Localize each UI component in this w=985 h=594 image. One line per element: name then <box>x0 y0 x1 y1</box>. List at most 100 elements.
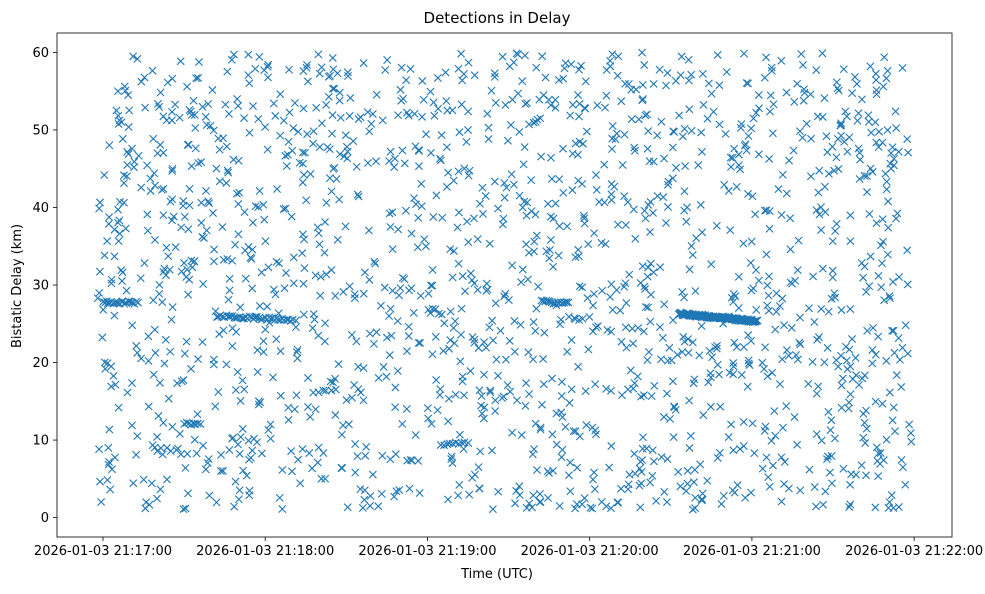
marker-stroke <box>887 491 896 500</box>
detection-point <box>229 50 238 59</box>
detection-point <box>584 345 593 354</box>
marker-stroke <box>758 358 767 367</box>
marker-stroke <box>529 118 538 127</box>
detection-point <box>366 501 375 510</box>
marker-stroke <box>812 502 820 511</box>
marker-stroke <box>563 347 572 356</box>
detection-point <box>457 100 466 109</box>
detection-point <box>888 143 897 152</box>
marker-stroke <box>458 377 467 386</box>
detection-point <box>764 306 773 315</box>
detection-point <box>739 343 748 352</box>
detection-point <box>884 223 893 232</box>
detection-point <box>443 495 452 504</box>
detection-point <box>478 409 487 418</box>
detection-point <box>155 378 164 387</box>
detection-point <box>537 400 546 409</box>
marker-stroke <box>184 225 193 234</box>
marker-stroke <box>699 100 708 109</box>
marker-stroke <box>141 103 150 112</box>
marker-stroke <box>687 70 696 79</box>
marker-stroke <box>168 303 177 312</box>
detection-point <box>199 441 208 450</box>
detection-point <box>372 90 381 99</box>
marker-stroke <box>841 107 850 116</box>
detection-point <box>623 198 632 207</box>
marker-stroke <box>809 272 818 281</box>
marker-stroke <box>891 107 900 116</box>
detection-point <box>564 312 573 321</box>
marker-stroke <box>625 470 634 479</box>
detection-point <box>857 258 866 267</box>
detection-point <box>558 413 567 422</box>
marker-stroke <box>470 338 479 347</box>
detection-point <box>215 177 224 186</box>
detection-point <box>414 338 423 347</box>
detection-point <box>529 247 538 256</box>
marker-stroke <box>671 76 680 85</box>
marker-stroke <box>878 215 887 224</box>
marker-stroke <box>588 475 597 484</box>
marker-stroke <box>454 259 463 268</box>
marker-stroke <box>633 372 642 381</box>
detection-point <box>184 290 193 299</box>
detection-point <box>263 145 272 154</box>
marker-stroke <box>205 491 214 500</box>
marker-stroke <box>903 135 912 144</box>
marker-stroke <box>251 202 260 211</box>
marker-stroke <box>747 124 756 133</box>
marker-stroke <box>409 308 418 317</box>
detection-point <box>463 217 472 226</box>
detection-point <box>837 381 846 390</box>
detection-point <box>395 486 404 495</box>
detection-point <box>606 504 615 513</box>
marker-stroke <box>772 307 781 316</box>
detection-point <box>761 343 770 352</box>
marker-stroke <box>143 210 152 219</box>
marker-stroke <box>454 208 463 217</box>
marker-stroke <box>644 127 653 136</box>
marker-stroke <box>426 309 435 318</box>
detection-point <box>465 166 474 175</box>
marker-stroke <box>574 362 583 371</box>
marker-stroke <box>257 268 266 277</box>
detection-point <box>573 150 582 159</box>
detection-point <box>491 407 500 416</box>
detection-point <box>274 309 283 318</box>
detection-point <box>133 54 142 63</box>
marker-stroke <box>828 237 837 246</box>
marker-stroke <box>688 338 697 347</box>
detection-point <box>209 126 218 135</box>
marker-stroke <box>191 124 200 133</box>
detection-point <box>862 424 871 433</box>
marker-stroke <box>704 378 713 387</box>
marker-stroke <box>698 228 707 237</box>
marker-stroke <box>749 284 758 293</box>
marker-stroke <box>869 323 878 332</box>
marker-stroke <box>455 480 464 489</box>
marker-stroke <box>300 148 309 157</box>
detection-point <box>608 121 617 130</box>
marker-stroke <box>427 419 436 428</box>
detection-point <box>639 391 648 400</box>
marker-stroke <box>800 85 808 94</box>
marker-stroke <box>843 147 852 156</box>
detection-point <box>445 344 454 353</box>
detection-point <box>574 252 583 261</box>
marker-stroke <box>187 364 195 373</box>
marker-stroke <box>662 218 671 227</box>
detection-point <box>703 476 712 485</box>
marker-stroke <box>354 115 363 124</box>
detection-point <box>103 237 112 246</box>
marker-stroke <box>649 157 658 166</box>
detection-point <box>319 449 328 458</box>
marker-stroke <box>350 381 359 389</box>
detection-point <box>325 174 334 183</box>
marker-stroke <box>431 332 440 341</box>
detection-point <box>543 199 552 208</box>
detection-point <box>395 291 404 300</box>
marker-stroke <box>381 66 390 75</box>
marker-stroke <box>271 290 280 299</box>
marker-stroke <box>340 152 349 161</box>
marker-stroke <box>445 344 454 353</box>
